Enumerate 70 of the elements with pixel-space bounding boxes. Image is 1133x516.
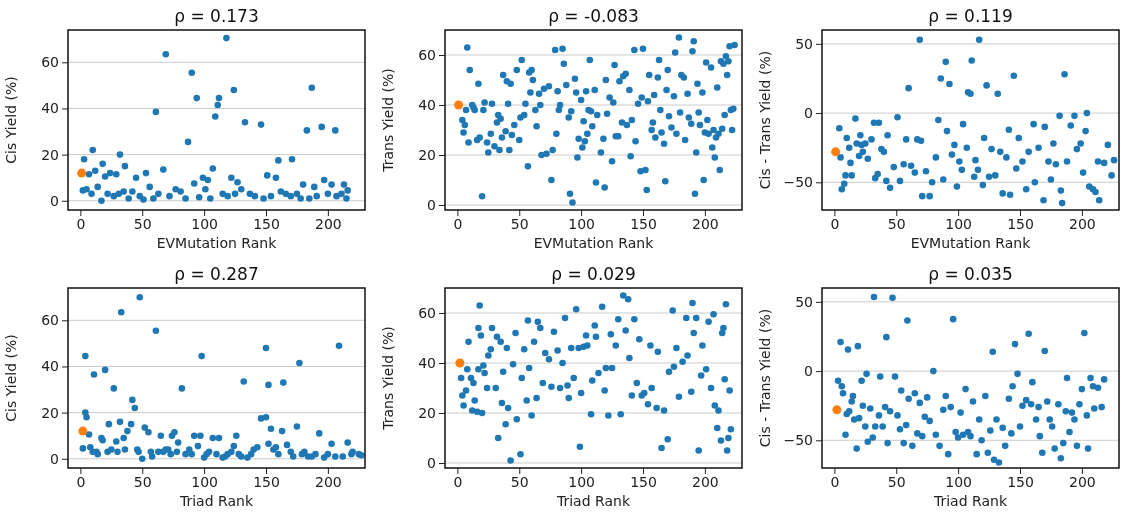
y-axis-title: Trans Yield (%) [380,68,396,173]
y-axis-title: Cis - Trans Yield (%) [757,50,773,190]
x-tick-label: 200 [1069,473,1096,490]
y-axis-title: Cis Yield (%) [3,76,19,164]
y-tick-label: 0 [50,192,59,209]
chart-title: ρ = -0.083 [548,6,639,26]
x-tick-label: 100 [568,473,595,490]
y-tick-label: 60 [418,304,436,321]
x-axis-title: EVMutation Rank [910,235,1032,251]
x-tick-label: 0 [453,215,463,232]
x-tick-label: 50 [887,215,906,232]
chart-title: ρ = 0.119 [928,6,1013,26]
y-tick-label: 20 [41,146,59,163]
chart-title: ρ = 0.287 [174,264,259,284]
chart-title: ρ = 0.029 [551,264,636,284]
chart-title: ρ = 0.035 [928,264,1013,284]
y-tick-label: 20 [418,404,436,421]
y-tick-label: 60 [418,46,436,63]
x-tick-label: 0 [830,473,840,490]
x-axis-title: EVMutation Rank [533,235,655,251]
x-tick-label: 200 [692,215,719,232]
x-tick-label: 150 [630,473,657,490]
x-tick-label: 200 [315,473,342,490]
y-tick-label: 50 [795,293,813,310]
y-axis-title: Cis Yield (%) [3,334,19,422]
x-tick-label: 100 [191,473,218,490]
y-tick-label: 20 [418,146,436,163]
x-tick-label: 0 [453,473,463,490]
x-tick-label: 200 [692,473,719,490]
x-tick-label: 50 [133,215,152,232]
y-tick-label: 0 [427,454,436,471]
y-tick-label: 0 [804,105,813,122]
y-axis-title: Cis - Trans Yield (%) [757,308,773,448]
x-tick-label: 200 [1069,215,1096,232]
y-tick-label: 40 [41,358,59,375]
y-tick-label: 40 [418,354,436,371]
y-axis-title: Trans Yield (%) [380,326,396,431]
y-tick-label: 20 [41,404,59,421]
y-tick-label: −50 [783,174,813,191]
y-tick-label: 40 [41,100,59,117]
y-tick-label: 40 [418,96,436,113]
x-tick-label: 100 [568,215,595,232]
x-tick-label: 50 [510,215,529,232]
x-tick-label: 150 [253,215,280,232]
x-tick-label: 50 [133,473,152,490]
chart-title: ρ = 0.173 [174,6,259,26]
y-tick-label: 0 [804,363,813,380]
x-tick-label: 50 [887,473,906,490]
x-tick-label: 0 [76,215,86,232]
x-axis-title: EVMutation Rank [156,235,278,251]
y-tick-label: 60 [41,54,59,71]
y-tick-label: 50 [795,35,813,52]
x-tick-label: 200 [315,215,342,232]
x-axis-title: Triad Rank [178,493,254,509]
x-tick-label: 150 [253,473,280,490]
x-tick-label: 100 [945,215,972,232]
x-axis-title: Triad Rank [555,493,631,509]
x-tick-label: 0 [76,473,86,490]
x-tick-label: 150 [1007,473,1034,490]
x-tick-label: 150 [1007,215,1034,232]
y-tick-label: −50 [783,432,813,449]
x-tick-label: 50 [510,473,529,490]
x-tick-label: 0 [830,215,840,232]
x-axis-title: Triad Rank [932,493,1008,509]
y-tick-label: 0 [427,196,436,213]
x-tick-label: 100 [191,215,218,232]
y-tick-label: 0 [50,450,59,467]
x-tick-label: 100 [945,473,972,490]
x-tick-label: 150 [630,215,657,232]
y-tick-label: 60 [41,312,59,329]
